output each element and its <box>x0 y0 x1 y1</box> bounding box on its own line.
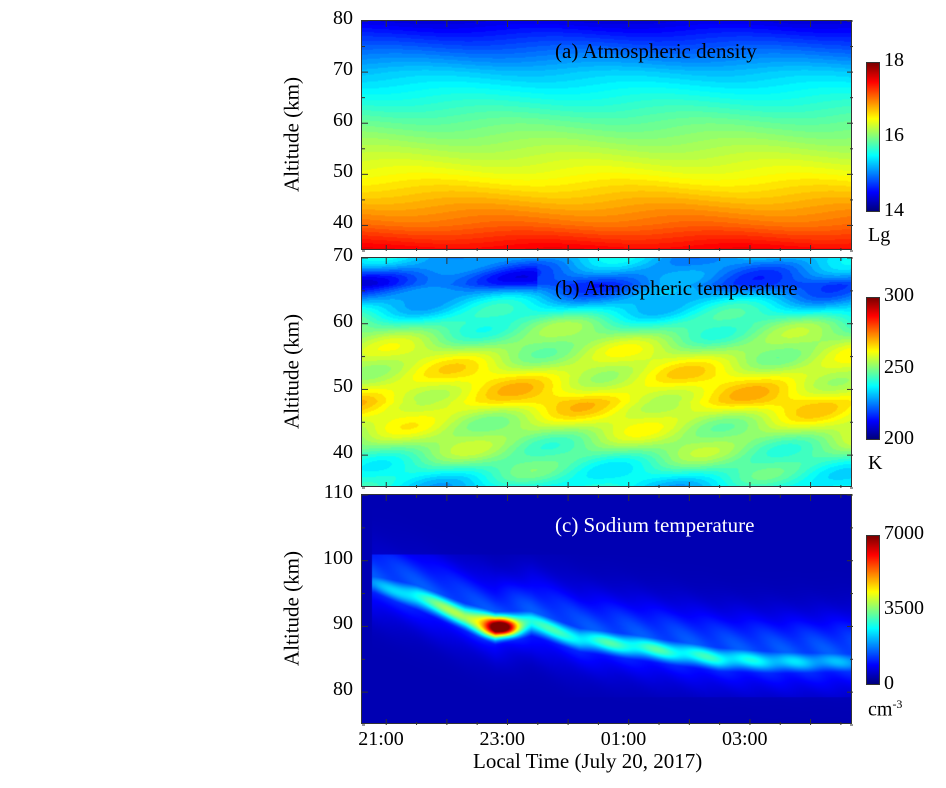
panel-title: (a) Atmospheric density <box>555 39 757 63</box>
colorbar-tick-label: 200 <box>884 427 914 449</box>
ticks-a <box>362 20 853 252</box>
plot-area-b: (b) Atmospheric temperature <box>361 257 853 489</box>
heatmap-b <box>362 258 851 486</box>
y-tick-label: 110 <box>323 481 353 503</box>
y-tick-label: 60 <box>333 309 353 332</box>
y-tick-label: 40 <box>333 441 353 464</box>
y-tick-label: 60 <box>333 109 353 132</box>
y-tick-label: 40 <box>333 211 353 234</box>
colorbar-unit: cm-3 <box>868 697 902 722</box>
heatmap-c <box>362 495 851 723</box>
y-tick-label: 100 <box>323 546 353 569</box>
x-tick-label: 23:00 <box>479 728 526 750</box>
colorbar-tick-label: 3500 <box>884 597 924 619</box>
plot-area-a: (a) Atmospheric density <box>361 20 853 252</box>
y-tick-label: 90 <box>333 612 353 635</box>
panel-title: (b) Atmospheric temperature <box>555 276 798 300</box>
plot-area-c: (c) Sodium temperature <box>361 494 853 726</box>
colorbar-tick-label: 300 <box>884 284 914 306</box>
unit-text: K <box>868 452 883 474</box>
colorbar-b <box>866 297 880 440</box>
colorbar-c <box>866 535 880 685</box>
colorbar-tick-label: 14 <box>884 199 904 221</box>
x-tick-label: 21:00 <box>358 728 404 750</box>
y-tick-label: 70 <box>333 244 353 266</box>
unit-exponent: -3 <box>892 697 903 711</box>
colorbar-unit: K <box>868 452 882 475</box>
heatmap-a <box>362 21 851 249</box>
ticks-c <box>362 494 853 726</box>
x-tick-label: 01:00 <box>600 728 647 750</box>
colorbar-gradient <box>867 536 879 684</box>
colorbar-a <box>866 62 880 212</box>
unit-text: cm <box>868 698 893 721</box>
colorbar-tick-label: 16 <box>884 124 904 146</box>
y-axis-label: Altitude (km) <box>279 314 304 429</box>
x-tick-label: 03:00 <box>721 728 768 750</box>
colorbar-tick-label: 0 <box>884 672 894 694</box>
x-axis-label: Local Time (July 20, 2017) <box>473 749 703 773</box>
ticks-b <box>362 257 853 489</box>
colorbar-tick-label: 250 <box>884 355 914 378</box>
y-tick-label: 80 <box>333 7 353 29</box>
colorbar-unit: Lg <box>868 224 890 247</box>
colorbar-gradient <box>867 298 879 439</box>
y-tick-label: 50 <box>333 375 353 398</box>
y-axis-label: Altitude (km) <box>279 77 304 192</box>
y-tick-label: 70 <box>333 58 353 81</box>
colorbar-tick-label: 7000 <box>884 522 924 544</box>
y-axis-label: Altitude (km) <box>279 551 304 666</box>
colorbar-gradient <box>867 63 879 211</box>
panel-title: (c) Sodium temperature <box>555 513 755 537</box>
unit-text: Lg <box>868 224 891 246</box>
colorbar-tick-label: 18 <box>884 49 904 71</box>
y-tick-label: 80 <box>333 678 353 701</box>
y-tick-label: 50 <box>333 160 353 183</box>
